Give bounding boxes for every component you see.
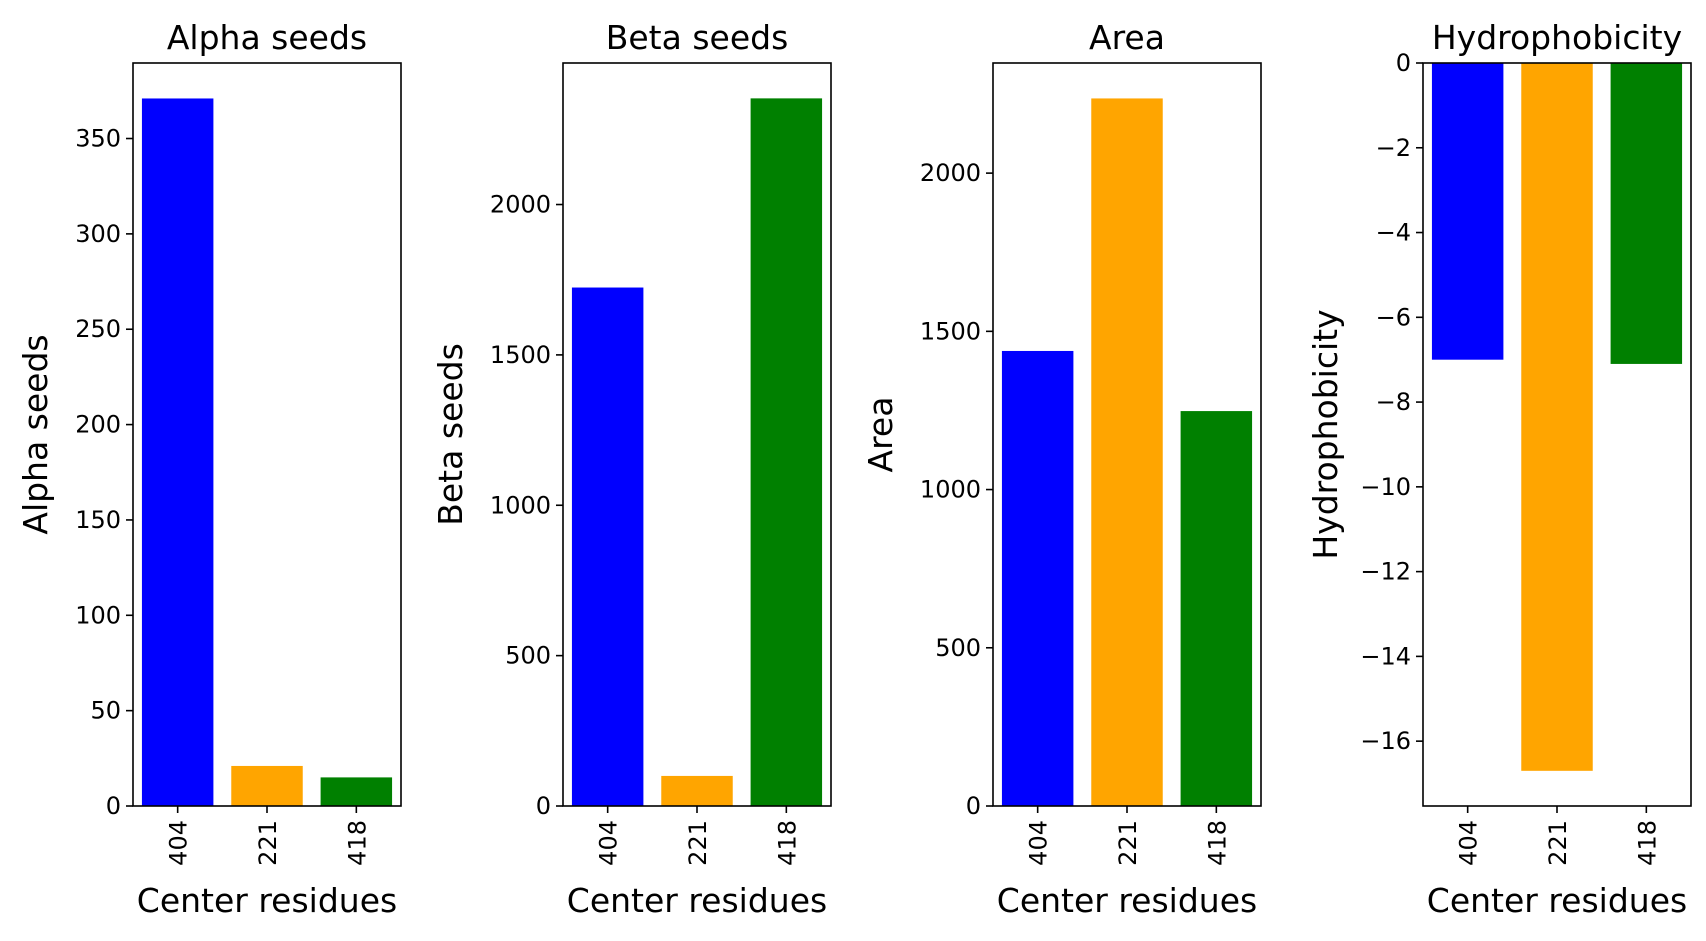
bar-221 [231,765,303,806]
y-tick-label: 1500 [490,341,551,369]
chart-title: Beta seeds [606,18,789,57]
y-tick-label: −6 [1376,303,1411,331]
y-tick-label: −2 [1376,134,1411,162]
bar-418 [320,777,393,806]
y-tick-label: −10 [1360,473,1411,501]
bar-418 [750,98,823,807]
chart-title: Area [1089,18,1165,57]
bar-221 [1521,63,1593,771]
chart-title: Hydrophobicity [1432,18,1682,57]
bar-418 [1180,411,1253,806]
x-tick-label-418: 418 [343,820,371,866]
x-tick-label-404: 404 [165,820,193,866]
x-tick-label-404: 404 [1455,820,1483,866]
x-tick-label-221: 221 [1544,820,1572,866]
x-tick-label-418: 418 [773,820,801,866]
x-tick-label-418: 418 [1633,820,1661,866]
y-tick-label: 50 [90,697,121,725]
x-axis-label: Center residues [137,881,397,920]
x-tick-label-404: 404 [1025,820,1053,866]
y-tick-label: 1000 [920,476,981,504]
y-tick-label: 500 [935,634,981,662]
bar-404 [141,98,214,807]
x-tick-label-221: 221 [254,820,282,866]
y-axis-label: Alpha seeds [16,334,55,534]
y-tick-label: 150 [75,506,121,534]
y-tick-label: 0 [966,792,981,820]
y-tick-label: 300 [75,220,121,248]
bar-404 [1431,63,1504,360]
y-tick-label: 100 [75,601,121,629]
y-tick-label: 2000 [490,191,551,219]
y-tick-label: 1500 [920,317,981,345]
chart-panel-1: 0 50 100 150 200 250 300 350 404 221 418 Alpha seed… [16,18,402,920]
y-tick-label: −8 [1376,388,1411,416]
chart-panel-4: 0 −2 −4 −6 −8 −10 −12 −14 −16 404 221 418 Hydrophobi… [1306,18,1692,920]
bar-221 [1091,98,1163,806]
x-tick-label-221: 221 [1114,820,1142,866]
chart-panel-2: 0 500 1000 1500 2000 404 221 418 Beta seeds Cente… [431,18,832,920]
x-axis-label: Center residues [567,881,827,920]
y-tick-label: −12 [1360,558,1411,586]
y-tick-label: 2000 [920,159,981,187]
chart-title: Alpha seeds [167,18,367,57]
x-tick-label-221: 221 [684,820,712,866]
x-tick-label-404: 404 [595,820,623,866]
x-axis-label: Center residues [1427,881,1687,920]
y-tick-label: 1000 [490,491,551,519]
y-tick-label: 250 [75,315,121,343]
bar-418 [1610,63,1683,364]
y-axis-label: Hydrophobicity [1306,309,1345,559]
y-tick-label: 500 [505,642,551,670]
y-tick-label: 0 [106,792,121,820]
y-axis-label: Beta seeds [431,343,470,526]
y-tick-label: 350 [75,125,121,153]
y-tick-label: 0 [536,792,551,820]
y-tick-label: 0 [1396,49,1411,77]
chart-panel-3: 0 500 1000 1500 2000 404 221 418 Area Center resi… [861,18,1262,920]
y-tick-label: −4 [1376,219,1411,247]
y-tick-label: −16 [1360,727,1411,755]
x-tick-label-418: 418 [1203,820,1231,866]
y-tick-label: 200 [75,411,121,439]
bar-404 [571,287,644,806]
y-axis-label: Area [861,397,900,473]
bar-221 [661,775,733,806]
x-axis-label: Center residues [997,881,1257,920]
bar-404 [1001,350,1074,806]
y-tick-label: −14 [1360,642,1411,670]
